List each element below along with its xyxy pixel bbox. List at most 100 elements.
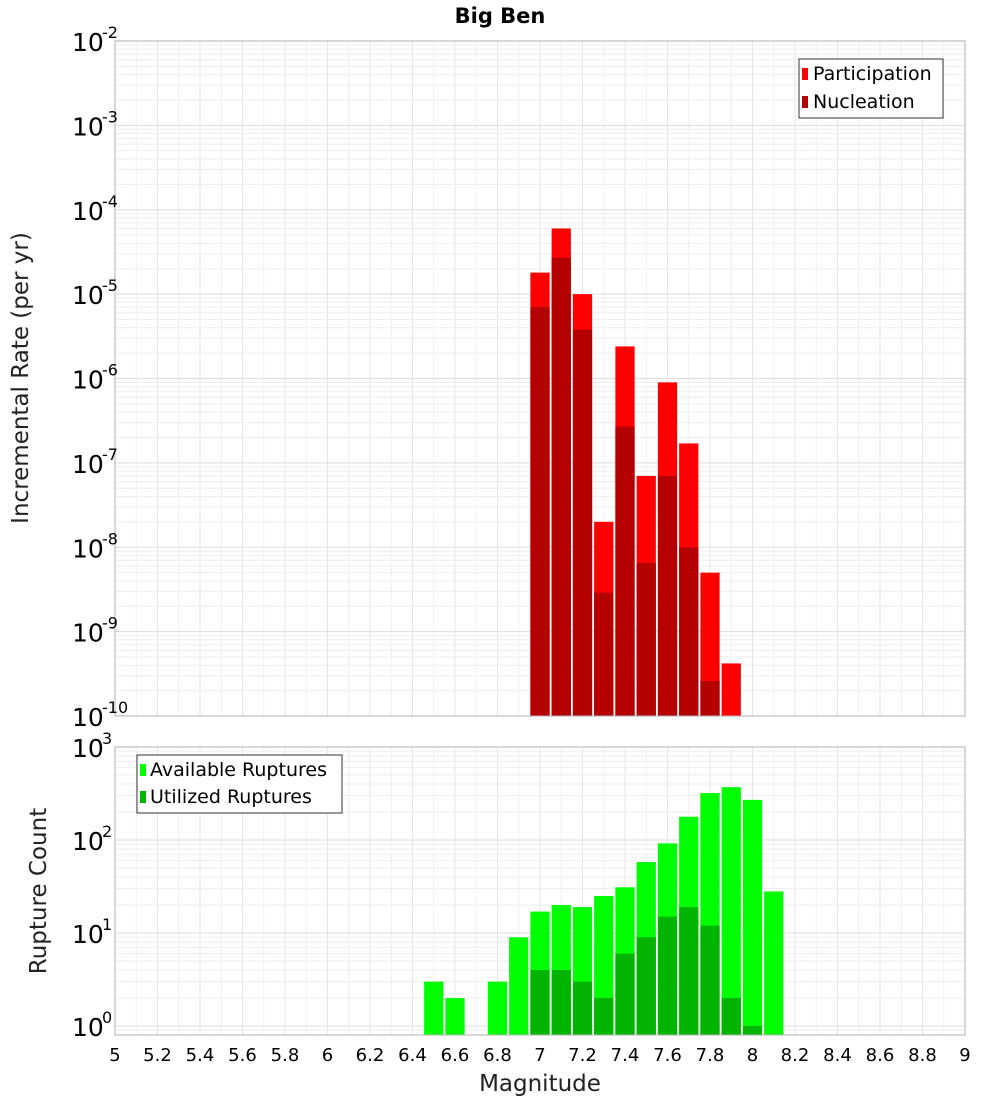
bottom-y-tick-label: 10 xyxy=(72,734,104,763)
top-y-tick-exponent: -4 xyxy=(102,192,118,211)
x-tick-label: 8.4 xyxy=(823,1045,852,1066)
top-y-tick-exponent: -2 xyxy=(102,23,118,42)
top-y-tick-label: 10 xyxy=(72,703,104,732)
top-y-tick-exponent: -10 xyxy=(102,698,128,717)
x-tick-label: 5.8 xyxy=(271,1045,300,1066)
legend-label-nucleation: Nucleation xyxy=(813,91,915,113)
x-tick-label: 7.2 xyxy=(568,1045,597,1066)
top-y-tick-exponent: -8 xyxy=(102,529,118,548)
bar-nucleation xyxy=(615,426,635,716)
bar-nucleation xyxy=(572,329,593,716)
x-tick-label: 7.8 xyxy=(696,1045,725,1066)
x-tick-label: 6.6 xyxy=(441,1045,470,1066)
bar-utilized-ruptures xyxy=(594,997,614,1035)
x-tick-label: 6.2 xyxy=(356,1045,385,1066)
bar-available-ruptures xyxy=(487,981,508,1035)
x-tick-label: 7.4 xyxy=(611,1045,640,1066)
bottom-legend: Available Ruptures Utilized Ruptures xyxy=(136,754,343,814)
x-tick-labels: 5 5.2 5.4 5.6 5.8 6 6.2 6.4 6.6 6.8 7 7.2 7.4 7.6 7.8 8… xyxy=(109,1045,970,1066)
bottom-y-tick-label: 10 xyxy=(72,1013,104,1042)
legend-label-utilized: Utilized Ruptures xyxy=(150,786,312,808)
legend-label-participation: Participation xyxy=(813,63,932,85)
x-tick-label: 8 xyxy=(747,1045,758,1066)
bottom-legend-box xyxy=(136,754,343,814)
bottom-y-tick-exponent: 2 xyxy=(102,822,112,841)
top-y-tick-label: 10 xyxy=(72,366,104,395)
legend-label-available: Available Ruptures xyxy=(150,759,327,781)
top-legend-box xyxy=(798,58,944,119)
chart-title: Big Ben xyxy=(455,4,546,28)
top-y-tick-exponent: -3 xyxy=(102,107,118,126)
bar-nucleation xyxy=(636,563,656,716)
legend-swatch-available xyxy=(140,764,146,776)
x-tick-label: 8.2 xyxy=(781,1045,810,1066)
bar-nucleation xyxy=(594,592,614,716)
x-tick-label: 8.6 xyxy=(866,1045,895,1066)
bar-available-ruptures xyxy=(509,937,529,1035)
top-bars xyxy=(530,228,741,716)
bar-nucleation xyxy=(657,475,678,716)
bar-utilized-ruptures xyxy=(551,969,571,1035)
bar-utilized-ruptures xyxy=(742,1025,763,1035)
bottom-y-tick-label: 10 xyxy=(72,827,104,856)
top-y-tick-label: 10 xyxy=(72,28,104,57)
top-y-tick-exponent: -5 xyxy=(102,276,118,295)
x-tick-label: 8.8 xyxy=(908,1045,937,1066)
bottom-y-tick-exponent: 1 xyxy=(102,915,112,934)
x-tick-label: 6.8 xyxy=(483,1045,512,1066)
x-axis-label: Magnitude xyxy=(479,1071,601,1097)
bar-utilized-ruptures xyxy=(721,997,741,1035)
top-y-tick-exponent: -6 xyxy=(102,361,118,380)
legend-swatch-utilized xyxy=(140,791,146,803)
bar-utilized-ruptures xyxy=(615,953,635,1035)
x-tick-label: 7 xyxy=(534,1045,545,1066)
bar-utilized-ruptures xyxy=(636,937,656,1035)
bar-utilized-ruptures xyxy=(657,916,678,1035)
x-tick-label: 5.2 xyxy=(143,1045,172,1066)
legend-swatch-participation xyxy=(802,68,808,80)
bottom-y-tick-exponent: 3 xyxy=(102,729,112,748)
bottom-y-tick-label: 10 xyxy=(72,920,104,949)
top-plot-border xyxy=(114,40,966,717)
top-y-tick-label: 10 xyxy=(72,619,104,648)
bar-available-ruptures xyxy=(721,787,741,1035)
x-tick-label: 7.6 xyxy=(653,1045,682,1066)
top-y-tick-exponent: -7 xyxy=(102,445,118,464)
top-y-tick-label: 10 xyxy=(72,112,104,141)
x-tick-label: 5.6 xyxy=(228,1045,257,1066)
x-tick-label: 5.4 xyxy=(186,1045,215,1066)
bottom-y-axis-label: Rupture Count xyxy=(26,808,52,974)
legend-swatch-nucleation xyxy=(802,96,808,108)
bar-available-ruptures xyxy=(424,981,444,1035)
bar-available-ruptures xyxy=(445,997,465,1035)
top-y-tick-label: 10 xyxy=(72,197,104,226)
bar-utilized-ruptures xyxy=(700,925,720,1035)
bar-nucleation xyxy=(551,257,571,716)
bar-utilized-ruptures xyxy=(679,907,699,1035)
bar-nucleation xyxy=(530,307,550,716)
bottom-y-tick-exponent: 0 xyxy=(102,1008,112,1027)
bar-nucleation xyxy=(679,547,699,716)
top-y-tick-label: 10 xyxy=(72,534,104,563)
bottom-bars xyxy=(424,787,784,1035)
top-y-tick-exponent: -9 xyxy=(102,614,118,633)
top-legend: Participation Nucleation xyxy=(798,58,944,119)
bar-utilized-ruptures xyxy=(530,969,550,1035)
top-y-tick-label: 10 xyxy=(72,450,104,479)
x-tick-label: 5 xyxy=(109,1045,120,1066)
bar-available-ruptures xyxy=(764,891,784,1035)
bar-nucleation xyxy=(700,680,720,716)
bar-available-ruptures xyxy=(742,799,763,1035)
top-y-tick-label: 10 xyxy=(72,281,104,310)
x-tick-label: 6.4 xyxy=(398,1045,427,1066)
top-y-axis-label: Incremental Rate (per yr) xyxy=(8,232,34,524)
bar-utilized-ruptures xyxy=(572,981,593,1035)
bar-participation xyxy=(721,663,741,716)
bottom-plot-border xyxy=(114,746,966,1036)
